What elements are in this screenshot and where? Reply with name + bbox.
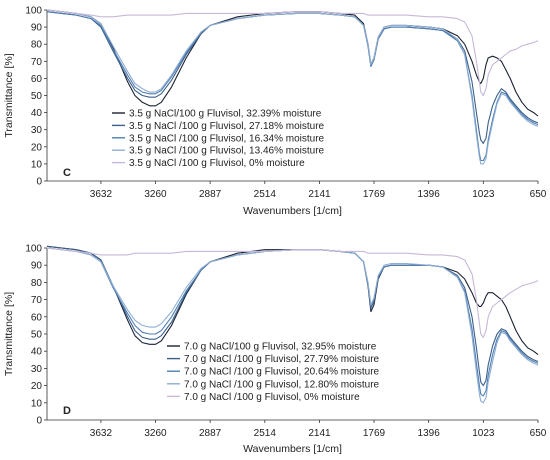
- y-tick-label: 30: [31, 364, 43, 375]
- y-axis-label: Transmittance [%]: [3, 53, 15, 137]
- y-tick-label: 100: [25, 244, 42, 255]
- series-line-5: [46, 9, 539, 97]
- x-tick-label: 1396: [418, 428, 441, 439]
- y-tick-label: 90: [31, 23, 43, 34]
- y-tick-label: 50: [31, 330, 43, 341]
- x-tick-label: 3260: [144, 428, 167, 439]
- x-tick-label: 1023: [472, 189, 495, 200]
- legend-entry-2: 3.5 g NaCl /100 g Fluvisol, 27.18% moist…: [129, 121, 325, 132]
- panel-label: D: [63, 405, 71, 417]
- y-tick-label: 40: [31, 108, 43, 119]
- y-tick-label: 20: [31, 381, 43, 392]
- x-tick-label: 2514: [254, 428, 277, 439]
- x-tick-label: 3260: [144, 189, 167, 200]
- y-tick-label: 30: [31, 125, 43, 136]
- legend-entry-1: 3.5 g NaCl/100 g Fluvisol, 32.39% moistu…: [129, 109, 322, 120]
- x-tick-label: 650: [530, 189, 547, 200]
- x-tick-label: 3632: [90, 189, 113, 200]
- y-tick-label: 10: [31, 159, 43, 170]
- x-tick-label: 2887: [199, 428, 222, 439]
- legend-entry-2: 7.0 g NaCl /100 g Fluvisol, 27.79% moist…: [184, 354, 380, 365]
- x-tick-label: 3632: [90, 428, 113, 439]
- series-line-4: [46, 247, 539, 404]
- legend-entry-5: 3.5 g NaCl /100 g Fluvisol, 0% moisture: [129, 158, 305, 169]
- series-line-2: [46, 245, 539, 387]
- legend-entry-5: 7.0 g NaCl /100 g Fluvisol, 0% moisture: [184, 392, 360, 403]
- x-tick-label: 2887: [199, 189, 222, 200]
- x-tick-label: 2141: [308, 428, 331, 439]
- y-tick-label: 0: [36, 416, 42, 427]
- x-axis-label: Wavenumbers [1/cm]: [243, 205, 342, 217]
- x-tick-label: 2141: [308, 189, 331, 200]
- series-line-5: [46, 247, 539, 338]
- y-tick-label: 50: [31, 91, 43, 102]
- legend-entry-4: 7.0 g NaCl /100 g Fluvisol, 12.80% moist…: [184, 379, 380, 390]
- y-axis-label: Transmittance [%]: [3, 292, 15, 376]
- y-tick-label: 60: [31, 312, 43, 323]
- x-tick-label: 650: [530, 428, 547, 439]
- x-tick-label: 1023: [472, 428, 495, 439]
- x-axis-label: Wavenumbers [1/cm]: [243, 443, 342, 455]
- legend-entry-4: 3.5 g NaCl /100 g Fluvisol, 13.46% moist…: [129, 146, 325, 157]
- series-line-4: [46, 9, 539, 165]
- series-line-3: [46, 247, 539, 397]
- panel-d: 0 10 20 30 40 50 60 70 80 90 100 3632 3260 2887 2514 21…: [3, 244, 547, 456]
- series-line-1: [46, 245, 539, 356]
- legend-entry-1: 7.0 g NaCl/100 g Fluvisol, 32.95% moistu…: [184, 342, 377, 353]
- y-tick-label: 80: [31, 40, 43, 51]
- y-tick-label: 40: [31, 347, 43, 358]
- x-tick-label: 1769: [363, 428, 386, 439]
- panel-c: 0 10 20 30 40 50 60 70 80 90 100 3632 3260 2887 2514 21…: [3, 6, 547, 218]
- legend-entry-3: 3.5 g NaCl /100 g Fluvisol, 16.34% moist…: [129, 133, 325, 144]
- y-tick-label: 10: [31, 398, 43, 409]
- panel-label: C: [63, 167, 71, 179]
- y-tick-label: 20: [31, 142, 43, 153]
- y-tick-label: 0: [36, 177, 42, 188]
- y-tick-label: 60: [31, 74, 43, 85]
- legend-entry-3: 7.0 g NaCl /100 g Fluvisol, 20.64% moist…: [184, 367, 380, 378]
- x-tick-label: 1396: [418, 189, 441, 200]
- y-tick-label: 80: [31, 278, 43, 289]
- x-tick-label: 1769: [363, 189, 386, 200]
- x-tick-label: 2514: [254, 189, 277, 200]
- y-tick-label: 70: [31, 295, 43, 306]
- y-tick-label: 70: [31, 57, 43, 68]
- y-tick-label: 90: [31, 261, 43, 272]
- y-tick-label: 100: [25, 6, 42, 17]
